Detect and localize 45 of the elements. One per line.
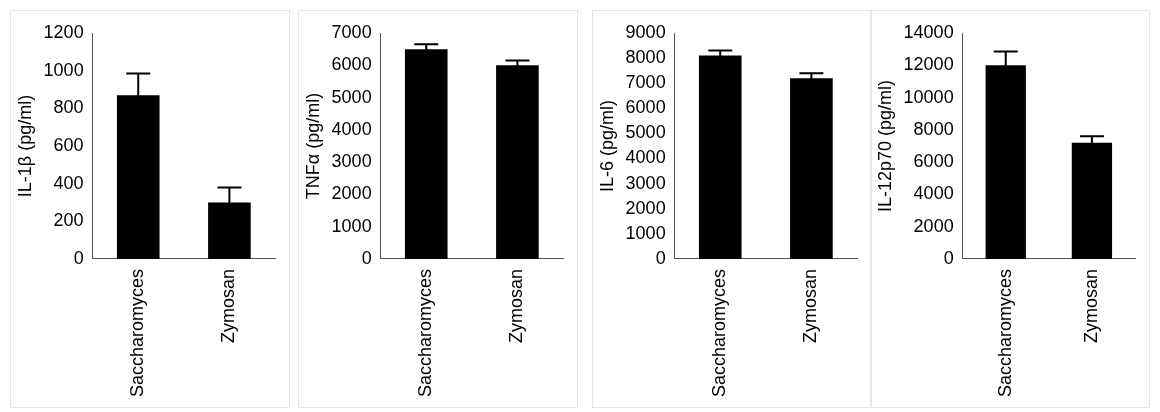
y-tick-label: 2000 [625,197,666,218]
y-tick-label: 5000 [331,86,372,107]
y-tick-label: 3000 [331,151,372,172]
y-axis-title: IL-1β (pg/ml) [14,94,35,198]
y-tick-label: 1200 [43,21,84,42]
x-tick-label: Saccharomyces [994,268,1015,398]
x-tick-label: Saccharomyces [415,268,436,398]
y-tick-label: 9000 [625,21,666,42]
y-tick-label: 3000 [625,172,666,193]
y-tick-label: 8000 [913,118,954,139]
y-tick-label: 1000 [43,59,84,80]
y-tick-label: 400 [53,172,84,193]
y-tick-label: 4000 [331,118,372,139]
y-tick-label: 200 [53,210,84,231]
x-tick-label: Zymosan [506,268,527,343]
y-tick-label: 0 [361,247,372,268]
y-tick-label: 4000 [625,147,666,168]
y-tick-label: 600 [53,134,84,155]
y-tick-label: 6000 [331,54,372,75]
y-tick-label: 0 [73,247,84,268]
x-tick-label: Zymosan [218,268,239,343]
y-tick-label: 7000 [625,72,666,93]
y-tick-label: 5000 [625,122,666,143]
y-tick-label: 7000 [331,21,372,42]
y-tick-label: 2000 [331,183,372,204]
y-axis-title: IL-6 (pg/ml) [596,99,617,192]
y-tick-label: 4000 [913,183,954,204]
x-tick-label: Zymosan [800,268,821,343]
y-tick-label: 800 [53,97,84,118]
y-tick-label: 6000 [913,151,954,172]
x-tick-label: Zymosan [1080,268,1101,343]
y-tick-label: 1000 [625,222,666,243]
y-tick-label: 14000 [903,21,954,42]
y-tick-label: 6000 [625,97,666,118]
y-tick-label: 12000 [903,54,954,75]
x-tick-label: Saccharomyces [709,268,730,398]
y-axis-title: IL-12p70 (pg/ml) [874,79,895,213]
y-tick-label: 1000 [331,215,372,236]
y-tick-label: 0 [943,247,954,268]
y-tick-label: 8000 [625,47,666,68]
y-tick-label: 0 [655,247,666,268]
y-axis-title: TNFα (pg/ml) [302,92,323,200]
x-tick-label: Saccharomyces [127,268,148,398]
y-tick-label: 2000 [913,215,954,236]
y-tick-label: 10000 [903,86,954,107]
